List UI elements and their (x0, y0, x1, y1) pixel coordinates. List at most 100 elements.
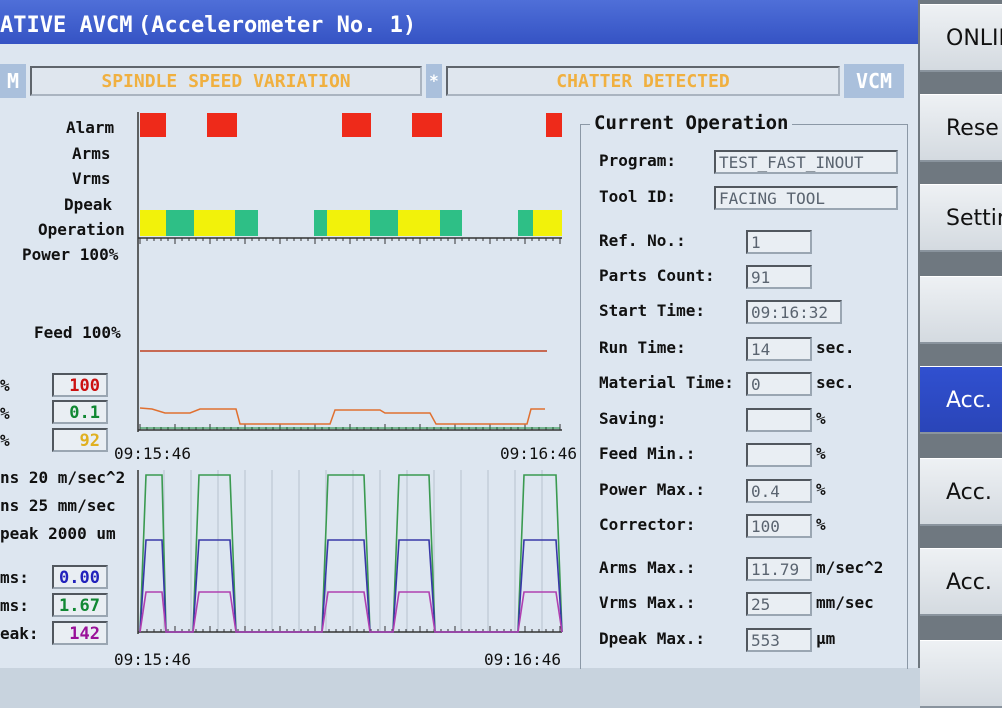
field-value (746, 408, 812, 432)
field-value: 91 (746, 265, 812, 289)
dpeak-trace (139, 591, 563, 633)
operation-block (370, 210, 398, 236)
acc-1-button[interactable]: Acc. (920, 366, 1002, 434)
title-app: ATIVE AVCM (0, 13, 133, 38)
upper-value-prefix-3: % (0, 431, 10, 450)
status-message-2: CHATTER DETECTED (446, 66, 840, 96)
blank-button[interactable] (920, 276, 1002, 344)
alarm-block (342, 113, 371, 137)
operation-block (327, 210, 370, 236)
vrms-value: 1.67 (52, 593, 108, 617)
field-unit: sec. (816, 373, 855, 392)
field-unit: m/sec^2 (816, 558, 884, 577)
field-value: TEST_FAST_INOUT (714, 150, 898, 174)
status-left-tag: M (0, 64, 26, 98)
feed-percent-value: 0.1 (52, 400, 108, 424)
field-label: Run Time: (599, 338, 686, 357)
field-value (746, 443, 812, 467)
arms-value: 0.00 (52, 565, 108, 589)
operation-block (140, 210, 166, 236)
power-percent-value: 100 (52, 373, 108, 397)
online-button[interactable]: ONLIN (920, 4, 1002, 72)
row-label-vrms: Vrms (72, 169, 111, 188)
alarm-block (140, 113, 166, 137)
status-message-1: SPINDLE SPEED VARIATION (30, 66, 422, 96)
field-unit: µm (816, 629, 836, 648)
third-percent-value: 92 (52, 428, 108, 452)
lower-plot-area (138, 470, 562, 632)
reset-button[interactable]: Rese (920, 94, 1002, 162)
upper-time-start: 09:15:46 (114, 444, 192, 463)
field-unit: % (816, 480, 826, 499)
operation-block (314, 210, 327, 236)
row-label-arms: Arms (72, 144, 111, 163)
field-unit: mm/sec (816, 593, 874, 612)
lower-chart (137, 470, 563, 634)
row-label-alarm: Alarm (66, 118, 115, 137)
lower-value-prefix-1: ms: (0, 568, 29, 587)
row-label-operation: Operation (38, 220, 125, 239)
power-trace (139, 407, 545, 425)
field-label: Feed Min.: (599, 444, 696, 463)
field-label: Power Max.: (599, 480, 705, 499)
upper-value-prefix-1: % (0, 376, 10, 395)
field-label: Arms Max.: (599, 558, 696, 577)
alarm-block (546, 113, 562, 137)
acc-3-button[interactable]: Acc. (920, 548, 1002, 616)
settings-button[interactable]: Settin (920, 184, 1002, 252)
feed-label: Feed 100% (34, 323, 121, 342)
blank-button-2[interactable] (920, 640, 1002, 708)
operation-block (533, 210, 562, 236)
charts-canvas (137, 112, 563, 634)
alarm-block (207, 113, 237, 137)
field-label: Corrector: (599, 515, 696, 534)
acc-2-button[interactable]: Acc. (920, 458, 1002, 526)
field-value: 100 (746, 514, 812, 538)
operation-block (166, 210, 194, 236)
lower-time-end: 09:16:46 (484, 650, 562, 669)
field-value: 553 (746, 628, 812, 652)
window-title: ATIVE AVCM (Accelerometer No. 1) (0, 0, 918, 44)
scale-label-dpeak: peak 2000 um (0, 524, 116, 543)
lower-value-prefix-2: ms: (0, 596, 29, 615)
field-label: Vrms Max.: (599, 593, 696, 612)
upper-value-prefix-2: % (0, 404, 10, 423)
scale-label-arms: ns 20 m/sec^2 (0, 468, 126, 487)
current-operation-title: Current Operation (590, 112, 793, 134)
field-label: Ref. No.: (599, 231, 686, 250)
scale-label-vrms: ns 25 mm/sec (0, 496, 116, 515)
field-value: FACING TOOL (714, 186, 898, 210)
field-unit: sec. (816, 338, 855, 357)
operation-block (398, 210, 440, 236)
lower-time-start: 09:15:46 (114, 650, 192, 669)
field-unit: % (816, 444, 826, 463)
field-value: 25 (746, 592, 812, 616)
alarm-block (412, 113, 442, 137)
field-label: Tool ID: (599, 187, 677, 206)
field-label: Parts Count: (599, 266, 715, 285)
lower-value-prefix-3: eak: (0, 624, 39, 643)
field-unit: % (816, 409, 826, 428)
field-value: 11.79 (746, 557, 812, 581)
upper-chart (137, 112, 562, 432)
field-label: Start Time: (599, 301, 705, 320)
status-right-tag: VCM (844, 64, 904, 98)
operation-block (194, 210, 235, 236)
field-unit: % (816, 515, 826, 534)
operation-block (518, 210, 533, 236)
operation-block (440, 210, 462, 236)
field-value: 0.4 (746, 479, 812, 503)
field-value: 09:16:32 (746, 300, 842, 324)
dpeak-value: 142 (52, 621, 108, 645)
upper-time-end: 09:16:46 (500, 444, 578, 463)
power-label: Power 100% (22, 245, 119, 264)
field-value: 0 (746, 372, 812, 396)
field-label: Program: (599, 151, 677, 170)
operation-block (235, 210, 258, 236)
field-value: 14 (746, 337, 812, 361)
field-label: Material Time: (599, 373, 734, 392)
row-label-dpeak: Dpeak (64, 195, 113, 214)
status-separator: * (426, 64, 442, 98)
field-label: Saving: (599, 409, 667, 428)
title-sensor: (Accelerometer No. 1) (138, 13, 417, 38)
